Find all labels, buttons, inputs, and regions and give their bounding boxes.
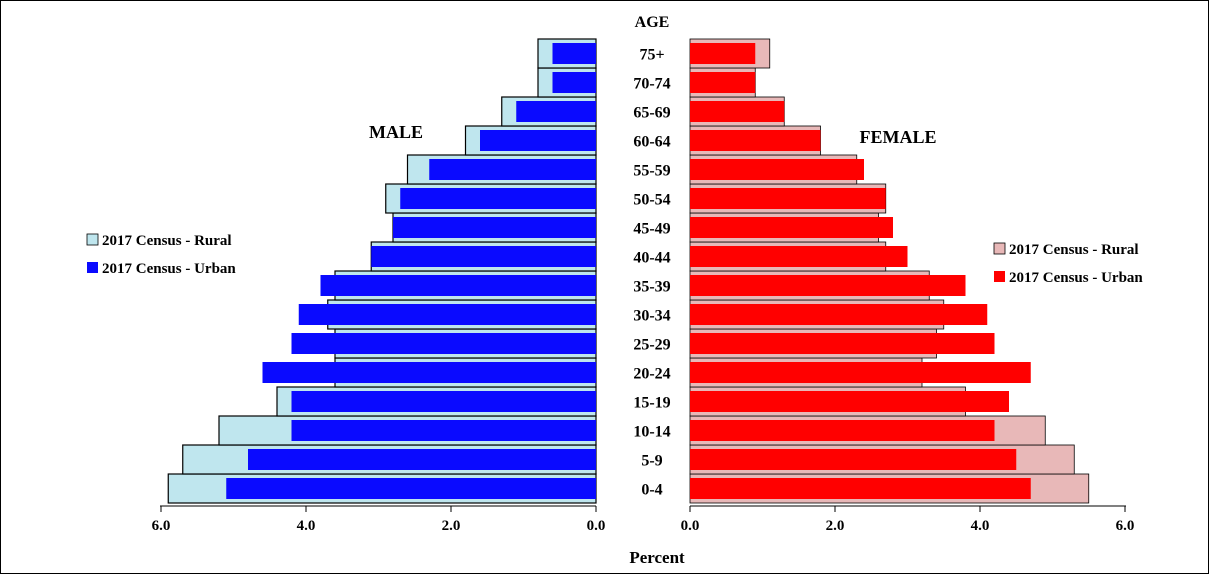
- age-label-60-64: 60-64: [633, 134, 670, 151]
- male-urban-bar-60-64: [480, 130, 596, 151]
- female-legend: 2017 Census - Rural 2017 Census - Urban: [993, 242, 1143, 286]
- age-label-15-19: 15-19: [633, 395, 670, 412]
- male-legend-urban-label: 2017 Census - Urban: [102, 261, 236, 277]
- age-label-35-39: 35-39: [633, 279, 670, 296]
- female-tick-label: 6.0: [1116, 518, 1135, 534]
- female-urban-bar-0-4: [690, 478, 1031, 499]
- male-tick-label: 6.0: [152, 518, 171, 534]
- male-urban-bars: [226, 43, 596, 499]
- female-urban-bar-50-54: [690, 188, 886, 209]
- female-legend-urban-swatch: [994, 271, 1005, 282]
- female-urban-bar-40-44: [690, 246, 908, 267]
- female-urban-bar-35-39: [690, 275, 966, 296]
- male-urban-bar-75plus: [552, 43, 596, 64]
- age-label-25-29: 25-29: [633, 337, 670, 354]
- age-label-65-69: 65-69: [633, 105, 670, 122]
- female-label: FEMALE: [859, 127, 936, 147]
- female-urban-bar-60-64: [690, 130, 821, 151]
- male-urban-bar-70-74: [552, 72, 596, 93]
- female-urban-bar-10-14: [690, 420, 995, 441]
- female-urban-bar-75plus: [690, 43, 756, 64]
- male-tick-label: 0.0: [587, 518, 606, 534]
- male-legend-rural-swatch: [86, 233, 99, 246]
- female-tick-label: 2.0: [826, 518, 845, 534]
- age-label-75plus: 75+: [639, 47, 664, 64]
- male-urban-bar-0-4: [226, 478, 596, 499]
- female-urban-bar-55-59: [690, 159, 864, 180]
- male-urban-bar-65-69: [516, 101, 596, 122]
- male-urban-bar-20-24: [262, 362, 596, 383]
- age-label-40-44: 40-44: [633, 250, 670, 267]
- age-label-55-59: 55-59: [633, 163, 670, 180]
- x-axis-title: Percent: [629, 548, 685, 567]
- male-x-axis-ticks: 6.0 4.0 2.0 0.0: [152, 506, 606, 534]
- male-tick-label: 2.0: [442, 518, 461, 534]
- female-urban-bar-30-34: [690, 304, 988, 325]
- female-urban-bar-25-29: [690, 333, 995, 354]
- age-label-0-4: 0-4: [641, 482, 662, 499]
- female-tick-label: 0.0: [681, 518, 700, 534]
- male-legend-urban-swatch: [87, 262, 98, 273]
- age-label-45-49: 45-49: [633, 221, 670, 238]
- age-label-10-14: 10-14: [633, 424, 670, 441]
- male-urban-bar-45-49: [393, 217, 596, 238]
- female-urban-bar-15-19: [690, 391, 1009, 412]
- male-label: MALE: [369, 122, 423, 142]
- male-urban-bar-5-9: [248, 449, 596, 470]
- male-urban-bar-15-19: [291, 391, 596, 412]
- female-urban-bar-5-9: [690, 449, 1017, 470]
- age-label-20-24: 20-24: [633, 366, 670, 383]
- age-group-labels: 0-4 5-9 10-14 15-19 20-24 25-29 30-34 35-39 40-4…: [633, 47, 670, 499]
- male-legend-rural-label: 2017 Census - Rural: [102, 233, 232, 249]
- female-urban-bar-65-69: [690, 101, 785, 122]
- male-urban-bar-50-54: [400, 188, 596, 209]
- female-legend-rural-swatch: [993, 242, 1006, 255]
- age-axis-title: AGE: [635, 14, 670, 31]
- female-urban-bar-45-49: [690, 217, 893, 238]
- age-label-5-9: 5-9: [641, 453, 662, 470]
- age-label-70-74: 70-74: [633, 76, 670, 93]
- male-urban-bar-10-14: [291, 420, 596, 441]
- female-urban-bar-20-24: [690, 362, 1031, 383]
- age-label-50-54: 50-54: [633, 192, 670, 209]
- female-tick-label: 4.0: [971, 518, 990, 534]
- female-urban-bar-70-74: [690, 72, 756, 93]
- male-urban-bar-40-44: [371, 246, 596, 267]
- female-legend-urban-label: 2017 Census - Urban: [1009, 270, 1143, 286]
- female-urban-bars: [690, 43, 1031, 499]
- female-legend-rural-label: 2017 Census - Rural: [1009, 242, 1139, 258]
- male-urban-bar-30-34: [298, 304, 596, 325]
- male-urban-bar-25-29: [291, 333, 596, 354]
- male-legend: 2017 Census - Rural 2017 Census - Urban: [86, 233, 236, 277]
- male-urban-bar-35-39: [320, 275, 596, 296]
- age-label-30-34: 30-34: [633, 308, 670, 325]
- male-urban-bar-55-59: [429, 159, 596, 180]
- male-tick-label: 4.0: [297, 518, 316, 534]
- female-x-axis-ticks: 0.0 2.0 4.0 6.0: [681, 506, 1135, 534]
